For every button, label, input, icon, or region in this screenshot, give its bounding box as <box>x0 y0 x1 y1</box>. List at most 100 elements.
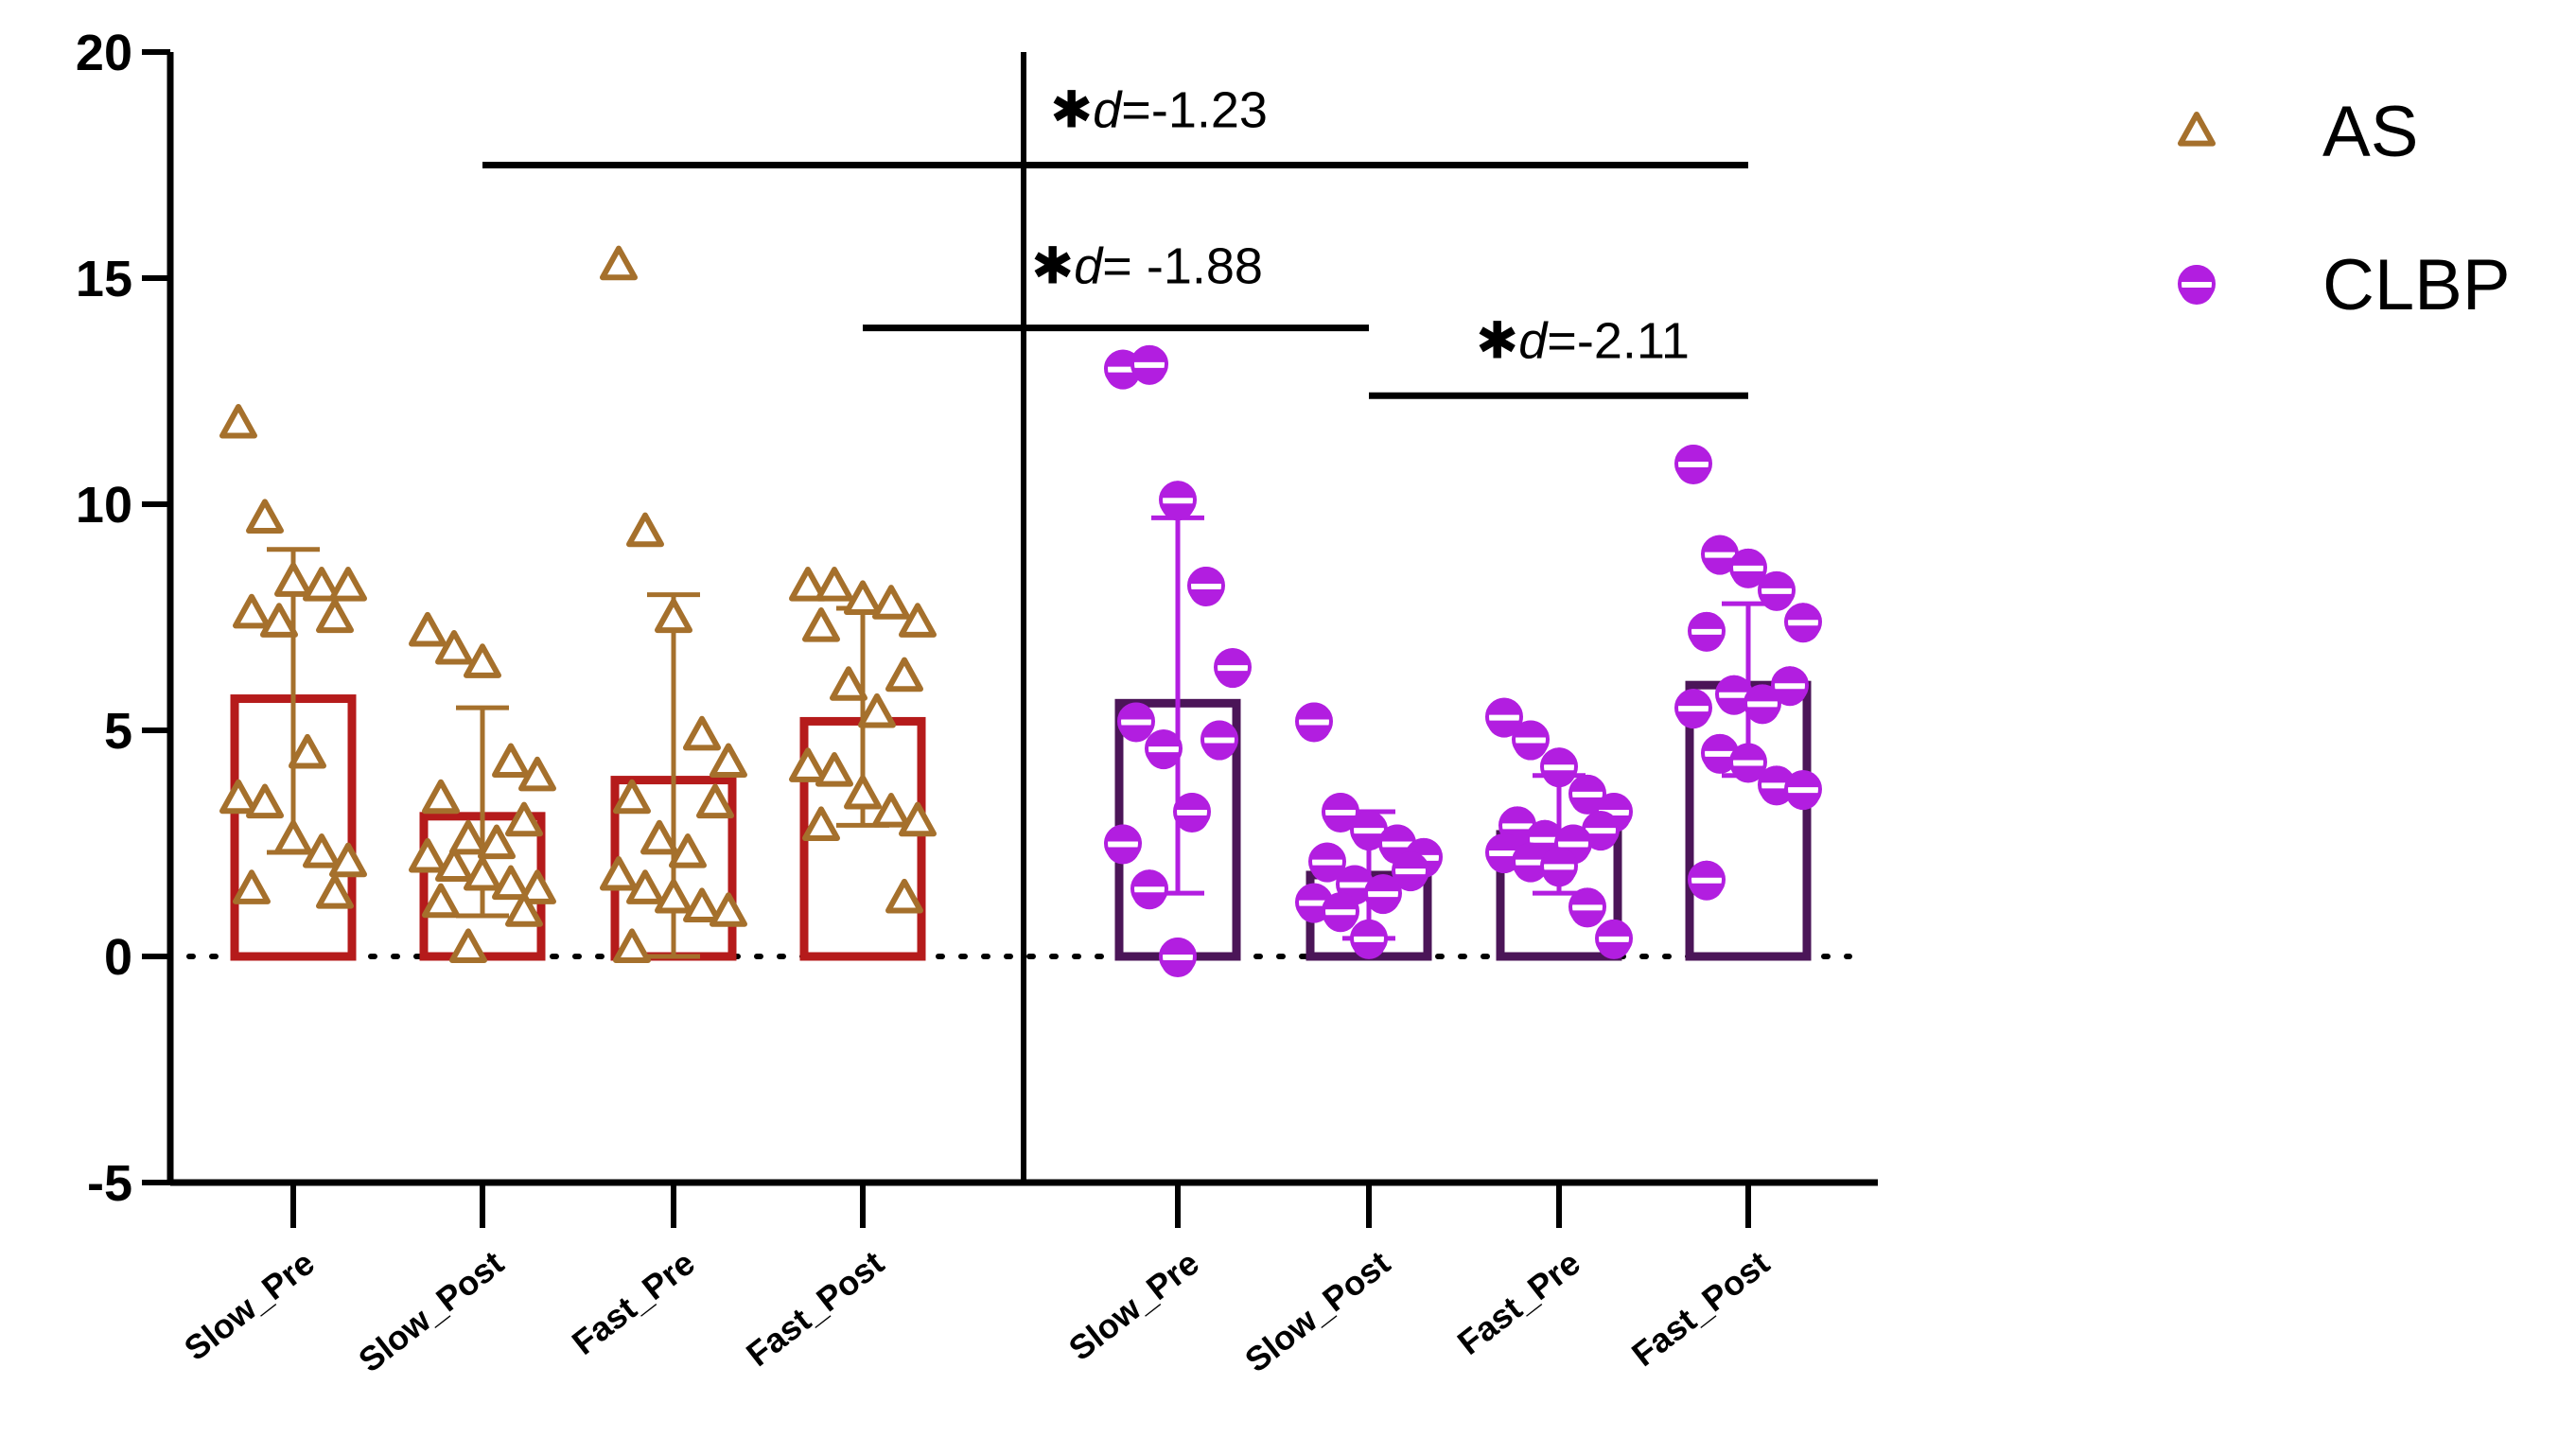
marker-fill-bottom <box>1542 869 1576 887</box>
marker-fill-bottom <box>1514 743 1549 761</box>
significance-label: ✱d= -1.88 <box>1031 238 1263 295</box>
data-point-half-circle <box>1295 702 1333 743</box>
marker-fill-bottom <box>1175 815 1209 833</box>
marker-fill-bottom <box>1189 589 1223 607</box>
data-point-triangle <box>2178 112 2216 147</box>
marker-fill-top <box>1323 892 1358 910</box>
marker-fill-bottom <box>1690 634 1724 652</box>
effect-size-value: =-1.23 <box>1121 82 1268 139</box>
data-point-triangle <box>505 801 543 837</box>
marker-fill-bottom <box>1786 793 1820 811</box>
data-point-triangle <box>274 562 312 597</box>
marker-fill-top <box>1760 765 1794 783</box>
marker-fill-top <box>1703 733 1737 751</box>
marker-fill-top <box>1147 729 1181 747</box>
marker-fill-top <box>1487 697 1521 715</box>
marker-fill-top <box>1584 811 1618 829</box>
marker-fill-top <box>1119 702 1153 720</box>
data-point-half-circle <box>1674 444 1712 484</box>
data-point-triangle <box>885 878 923 914</box>
marker-fill-top <box>1132 869 1166 887</box>
data-point-triangle <box>885 657 923 692</box>
data-point-triangle <box>683 715 721 751</box>
data-point-half-circle <box>1392 851 1429 892</box>
marker-fill-bottom <box>1132 367 1166 385</box>
data-point-triangle <box>303 567 341 602</box>
marker-fill-top <box>1161 481 1195 499</box>
marker-fill-top <box>1487 833 1521 851</box>
marker-fill-bottom <box>1717 697 1751 715</box>
data-point-half-circle <box>1701 733 1739 774</box>
marker-fill-top <box>1161 938 1195 955</box>
marker-fill-bottom <box>1745 707 1779 725</box>
data-point-half-circle <box>1568 887 1606 928</box>
marker-fill-top <box>1175 793 1209 811</box>
marker-fill-top <box>1786 603 1820 621</box>
significance-star: ✱ <box>1031 238 1074 295</box>
data-point-half-circle <box>1688 860 1726 901</box>
data-point-half-circle <box>1322 793 1359 833</box>
marker-fill-bottom <box>1366 897 1400 915</box>
marker-fill-top <box>1216 648 1250 666</box>
y-tick-label: 5 <box>104 703 132 760</box>
data-point-half-circle <box>1145 729 1183 770</box>
marker-fill-top <box>1570 887 1604 905</box>
marker-fill-bottom <box>1676 466 1710 484</box>
y-tick-label: 15 <box>76 251 132 307</box>
marker-fill-top <box>1542 747 1576 765</box>
marker-fill-bottom <box>1487 720 1521 738</box>
data-point-half-circle <box>1104 824 1142 865</box>
marker-fill-bottom <box>1352 833 1386 851</box>
data-point-triangle <box>899 603 937 638</box>
significance-label: ✱d=-2.11 <box>1476 312 1690 369</box>
data-point-triangle <box>626 869 664 904</box>
data-point-triangle <box>789 567 827 602</box>
marker-fill-bottom <box>1584 833 1618 851</box>
marker-fill-bottom <box>1161 503 1195 521</box>
data-point-triangle <box>329 842 367 878</box>
data-point-triangle <box>802 607 840 642</box>
marker-fill-top <box>1542 847 1576 865</box>
marker-fill-bottom <box>1106 847 1140 865</box>
data-point-half-circle <box>1674 689 1712 729</box>
data-point-half-circle <box>1173 793 1211 833</box>
marker-fill-bottom <box>1161 960 1195 977</box>
data-point-half-circle <box>1540 847 1578 887</box>
marker-fill-top <box>1500 806 1534 824</box>
data-point-triangle <box>492 743 530 779</box>
marker-fill-bottom <box>1323 915 1358 933</box>
data-point-triangle <box>696 783 734 819</box>
data-point-triangle <box>435 847 473 882</box>
data-point-half-circle <box>1498 806 1536 847</box>
marker-fill-top <box>1745 684 1779 702</box>
marker-fill-bottom <box>2180 288 2214 305</box>
significance-star: ✱ <box>1050 82 1093 139</box>
marker-fill-top <box>1786 770 1820 788</box>
data-point-half-circle <box>1200 720 1238 761</box>
data-point-half-circle <box>2178 265 2216 305</box>
marker-fill-top <box>1676 689 1710 707</box>
data-point-half-circle <box>1308 842 1346 883</box>
data-point-half-circle <box>1744 684 1781 725</box>
marker-fill-top <box>1310 842 1344 860</box>
data-point-triangle <box>316 874 354 909</box>
marker-fill-bottom <box>1703 756 1737 774</box>
marker-fill-bottom <box>1731 765 1765 783</box>
data-point-triangle <box>518 756 556 792</box>
data-point-half-circle <box>1715 675 1753 715</box>
data-point-half-circle <box>1688 611 1726 652</box>
x-tick-label: Slow_Pre <box>177 1243 322 1368</box>
points-layer <box>219 245 1822 977</box>
data-point-triangle <box>600 245 638 281</box>
marker-fill-top <box>1514 842 1549 860</box>
x-tick-label: Fast_Post <box>1624 1243 1777 1374</box>
data-point-half-circle <box>1784 770 1822 811</box>
data-point-triangle <box>613 779 651 815</box>
marker-fill-top <box>1380 824 1414 842</box>
data-point-half-circle <box>1540 747 1578 788</box>
data-point-triangle <box>422 883 460 919</box>
marker-fill-bottom <box>1542 770 1576 788</box>
marker-fill-top <box>1352 811 1386 829</box>
marker-fill-bottom <box>1216 671 1250 689</box>
marker-fill-top <box>1731 743 1765 761</box>
